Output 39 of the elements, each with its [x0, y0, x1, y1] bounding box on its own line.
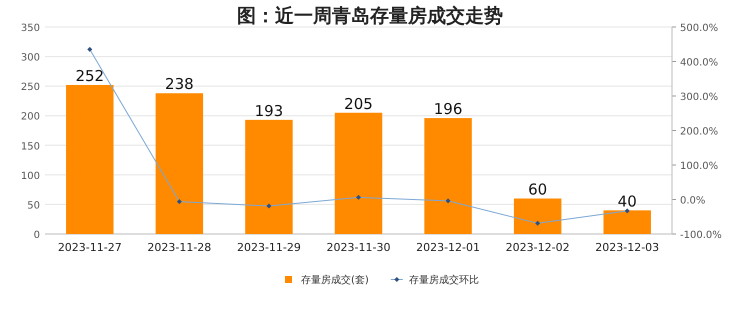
y-tick-label: 300	[20, 52, 40, 64]
data-label: 40	[618, 192, 637, 210]
y2-tick-label: 300.0%	[680, 92, 718, 103]
y-tick-label: 100	[20, 170, 40, 182]
legend-label: 存量房成交环比	[408, 274, 479, 286]
bar	[156, 93, 204, 234]
x-tick-label: 2023-11-29	[236, 241, 301, 254]
data-label: 252	[75, 66, 104, 85]
x-tick-label: 2023-12-01	[416, 241, 480, 254]
x-tick-label: 2023-11-28	[147, 241, 212, 254]
y2-tick-label: 500.0%	[680, 23, 718, 34]
data-label: 238	[165, 75, 194, 94]
bar	[334, 112, 382, 234]
y-tick-label: 200	[20, 112, 40, 123]
data-label: 193	[254, 102, 284, 120]
y-tick-label: 50	[27, 200, 40, 212]
legend-label: 存量房成交(套)	[301, 274, 369, 286]
x-tick-label: 2023-11-27	[58, 241, 122, 254]
bar	[66, 84, 114, 234]
y2-tick-label: 100.0%	[680, 161, 718, 172]
y-tick-label: 0	[34, 230, 40, 241]
data-label: 60	[528, 180, 548, 199]
chart-title: 图：近一周青岛存量房成交走势	[237, 5, 503, 27]
y-tick-label: 150	[20, 141, 40, 152]
x-tick-label: 2023-11-30	[326, 241, 390, 254]
data-label: 196	[434, 100, 462, 118]
bar	[424, 118, 472, 234]
y-tick-label: 250	[20, 82, 40, 94]
y2-tick-label: -100.0%	[680, 230, 722, 241]
y2-tick-label: 200.0%	[680, 126, 718, 138]
data-label: 205	[344, 94, 373, 113]
y2-tick-label: 0.0%	[680, 196, 706, 206]
x-tick-label: 2023-12-03	[595, 241, 660, 254]
bar	[514, 198, 562, 234]
bar	[245, 120, 293, 234]
y-tick-label: 350	[20, 23, 40, 34]
y2-tick-label: 400.0%	[680, 58, 718, 68]
bar	[603, 210, 651, 234]
x-tick-label: 2023-12-02	[506, 241, 570, 254]
